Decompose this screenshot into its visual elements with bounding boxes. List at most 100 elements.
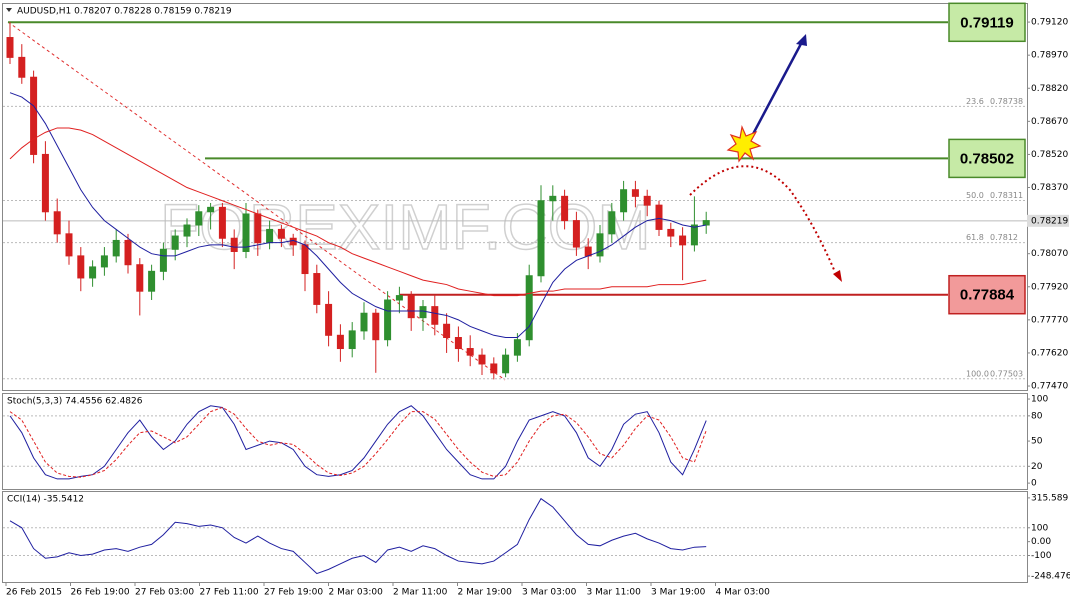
y-tick-label: 100 [1031, 523, 1048, 533]
y-tick-label: 0.79120 [1031, 18, 1068, 28]
candle-body [454, 337, 462, 350]
candle-body [218, 206, 226, 239]
y-tick-label: 0.77470 [1031, 382, 1068, 392]
menu-icon [6, 8, 12, 12]
candle-body [77, 255, 85, 279]
x-tick-label: 27 Feb 19:00 [264, 588, 323, 598]
chart-title: AUDUSD,H1 0.78207 0.78228 0.78159 0.7821… [17, 7, 232, 17]
candle-body [136, 264, 144, 292]
candle-body [384, 299, 392, 341]
candle-body [655, 204, 663, 230]
y-tick-label: 80 [1031, 411, 1043, 421]
candle-body [207, 206, 215, 213]
candle-body [254, 213, 262, 244]
y-tick-label: 315.589 [1031, 493, 1068, 503]
fib-value: 0.78311 [990, 191, 1023, 200]
price-box [1027, 214, 1069, 227]
candle-body [6, 37, 14, 58]
candle-body [549, 195, 557, 202]
level-box [948, 2, 1026, 43]
candle-body [171, 235, 179, 250]
level-label: 0.77884 [960, 287, 1015, 304]
candle-body [41, 153, 49, 213]
candle-body [631, 189, 639, 197]
candle-body [525, 275, 533, 341]
y-tick-label: 0.78070 [1031, 249, 1068, 259]
candle-body [513, 339, 521, 356]
candle-body [443, 323, 451, 339]
candle-body [478, 354, 486, 365]
y-tick-label: 0.78370 [1031, 183, 1068, 193]
candle-body [572, 220, 580, 248]
arrow-head [833, 270, 842, 282]
y-tick-label: 0.78670 [1031, 117, 1068, 127]
x-tick-label: 4 Mar 03:00 [716, 588, 771, 598]
y-tick-label: 0.78970 [1031, 51, 1068, 61]
y-tick-label: 0.78820 [1031, 84, 1068, 94]
candle-body [643, 195, 651, 206]
candle-body [336, 334, 344, 350]
arrow-up [750, 39, 805, 137]
candle-body [348, 330, 356, 350]
candle-body [100, 255, 108, 268]
candle-body [360, 312, 368, 332]
x-tick-label: 2 Mar 03:00 [329, 588, 384, 598]
fib-value: 0.7812 [990, 233, 1018, 242]
x-tick-label: 3 Mar 03:00 [522, 588, 577, 598]
level-box [948, 274, 1026, 315]
candle-body [266, 228, 274, 244]
candle-body [395, 295, 403, 301]
candle-body [679, 235, 687, 246]
x-tick-label: 3 Mar 19:00 [651, 588, 706, 598]
candle-body [490, 363, 498, 374]
candle-body [124, 239, 132, 266]
level-label: 0.78502 [960, 150, 1014, 167]
candle-body [502, 354, 510, 374]
fib-ratio: 100.0 [966, 369, 989, 378]
cci-panel [2, 491, 1028, 583]
candle-body [667, 228, 675, 237]
candle-body [65, 233, 73, 257]
candle-body [620, 189, 628, 213]
candle-body [313, 273, 321, 305]
candle-body [195, 211, 203, 226]
panel-label: CCI(14) -35.5412 [7, 495, 84, 505]
candle-body [561, 195, 569, 222]
y-tick-label: 100 [1031, 395, 1048, 405]
y-tick-label: 0 [1031, 479, 1037, 489]
y-tick-label: -248.4761 [1031, 572, 1070, 582]
price-label: 0.78219 [1031, 216, 1068, 226]
fib-ratio: 50.0 [966, 191, 984, 200]
candle-body [30, 76, 38, 155]
fib-ratio: 23.6 [966, 97, 984, 106]
candle-body [277, 228, 285, 239]
x-tick-label: 26 Feb 2015 [6, 588, 62, 598]
y-tick-label: -100 [1031, 551, 1052, 561]
candle-body [242, 213, 250, 252]
candle-body [596, 233, 604, 257]
arrow-head [796, 34, 807, 46]
candle-body [325, 303, 333, 336]
candle-body [183, 224, 191, 237]
x-tick-label: 2 Mar 19:00 [458, 588, 513, 598]
candle-body [53, 211, 61, 235]
x-tick-label: 27 Feb 03:00 [135, 588, 194, 598]
level-label: 0.79119 [960, 14, 1013, 31]
candle-body [466, 348, 474, 356]
watermark: FOREXIMF.COM [160, 191, 651, 263]
stoch-main [9, 405, 707, 480]
fib-value: 0.78738 [990, 97, 1023, 106]
candle-body [112, 239, 120, 257]
x-tick-label: 26 Feb 19:00 [71, 588, 130, 598]
candle-body [407, 295, 415, 319]
burst [726, 124, 762, 163]
candle-body [690, 224, 698, 246]
candle-body [702, 220, 710, 226]
x-tick-label: 27 Feb 11:00 [200, 588, 259, 598]
moving-average [9, 127, 707, 297]
candle-body [419, 306, 427, 319]
candle-body [537, 200, 545, 277]
candle-body [89, 266, 97, 279]
